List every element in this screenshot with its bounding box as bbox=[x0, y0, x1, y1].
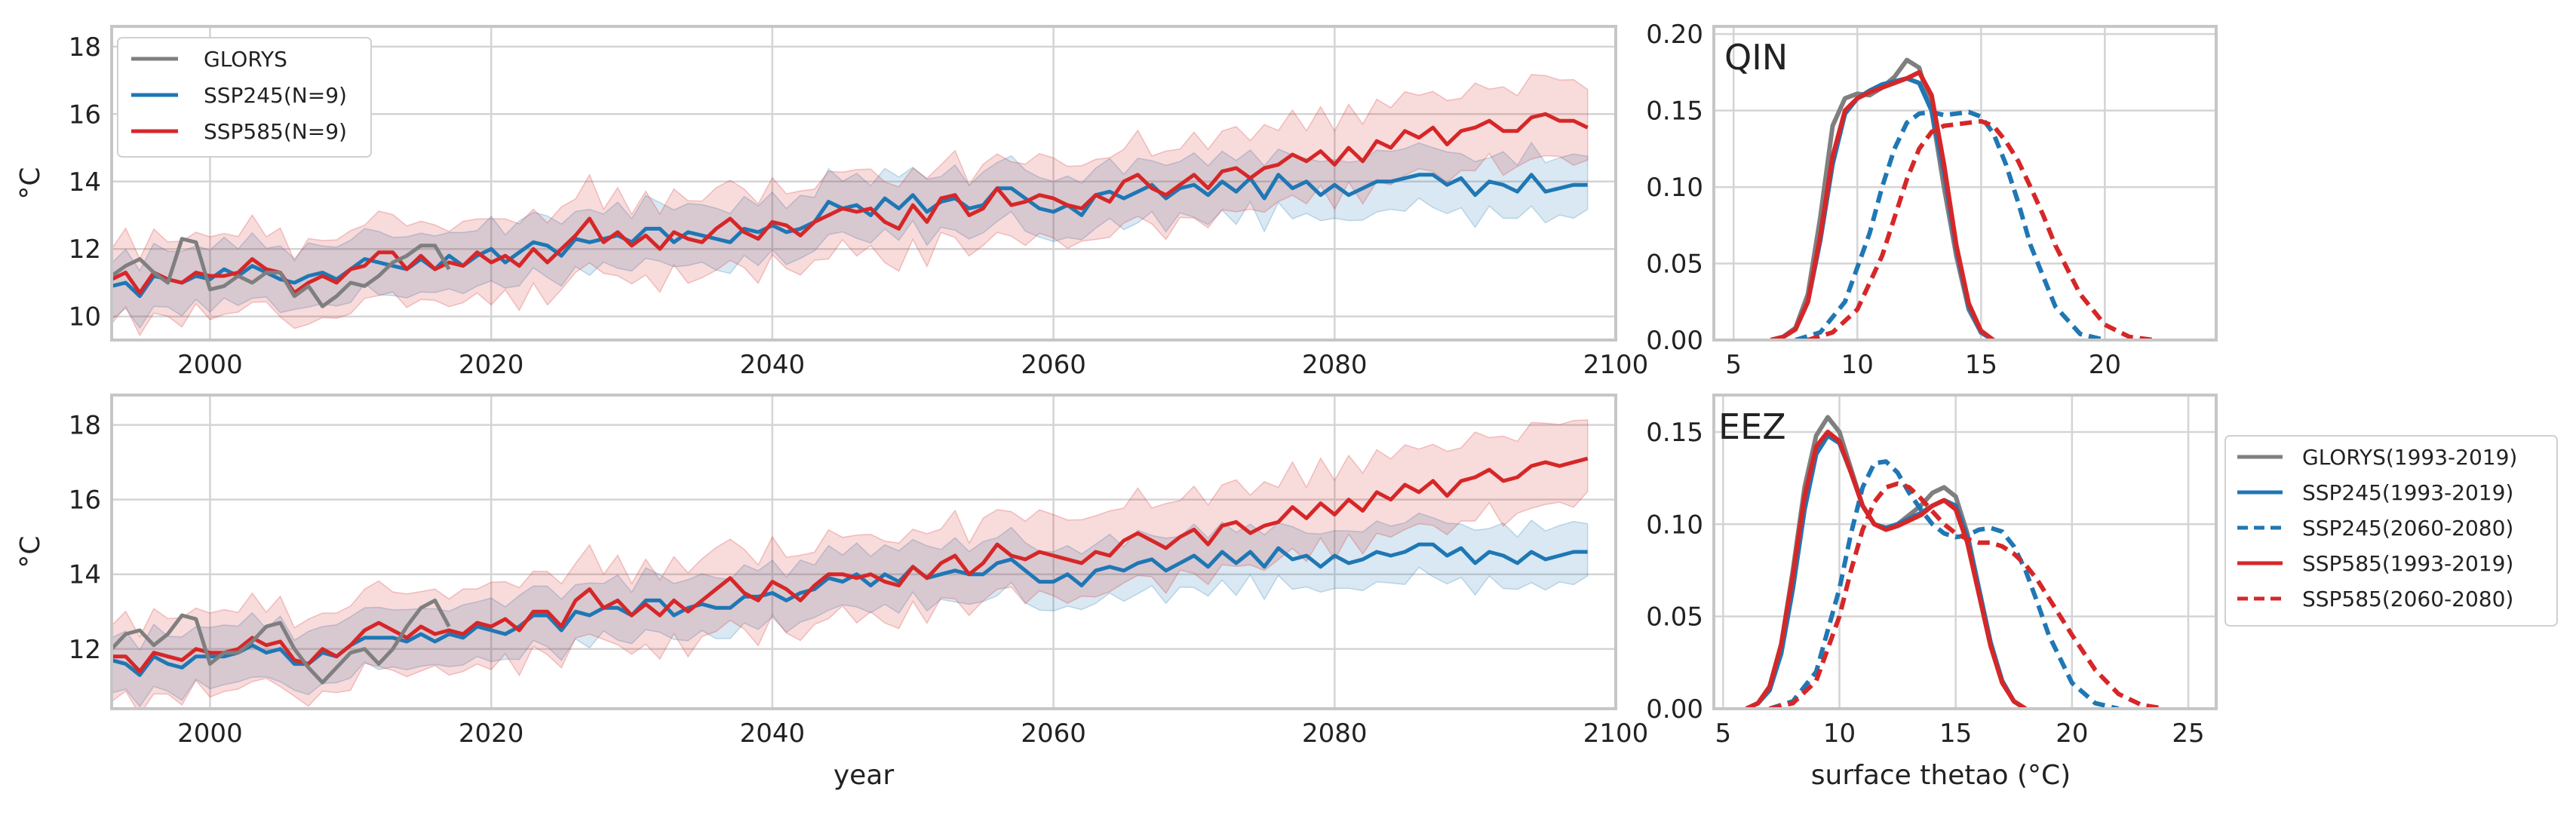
ssp585-series-line bbox=[112, 456, 1589, 673]
legend-entry-ssp585-hist: SSP585(1993-2019) bbox=[2302, 551, 2513, 576]
ssp245-series-line bbox=[112, 173, 1588, 299]
legend-entry-ssp245-hist: SSP245(1993-2019) bbox=[2302, 480, 2513, 505]
time-series-bottom-panel: 2000 2020 2040 2060 2080 2100 12 14 16 18 °C year bbox=[15, 394, 1649, 791]
x-tick-label: 10 bbox=[1823, 718, 1856, 749]
x-tick-label: 2000 bbox=[177, 350, 243, 380]
time-series-top-panel: 2000 2020 2040 2060 2080 2100 10 12 14 16 18 °C GL… bbox=[15, 25, 1649, 380]
x-tick-label: 2020 bbox=[459, 350, 524, 380]
y-tick-label: 14 bbox=[69, 560, 101, 590]
ssp245-spread-band bbox=[112, 512, 1589, 708]
x-tick-label: 15 bbox=[1939, 718, 1972, 749]
y-tick-label: 0.10 bbox=[1646, 173, 1703, 203]
y-axis-label: °C bbox=[15, 167, 46, 199]
y-tick-label: 14 bbox=[69, 167, 101, 198]
legend-right: GLORYS(1993-2019) SSP245(1993-2019) SSP2… bbox=[2224, 435, 2558, 627]
x-tick-label: 5 bbox=[1715, 718, 1732, 749]
legend-entry-ssp585-future: SSP585(2060-2080) bbox=[2302, 587, 2513, 611]
y-axis-label: °C bbox=[15, 535, 46, 568]
density-curve bbox=[1795, 109, 2106, 340]
y-tick-label: 0.00 bbox=[1646, 326, 1703, 356]
x-tick-label: 10 bbox=[1841, 350, 1874, 380]
x-axis-label: year bbox=[834, 760, 895, 791]
y-tick-label: 0.05 bbox=[1646, 602, 1703, 633]
density-curve bbox=[1770, 69, 1995, 340]
panel-title-eez: EEZ bbox=[1718, 406, 1786, 447]
x-tick-label: 2080 bbox=[1302, 350, 1368, 380]
x-axis-label: surface thetao (°C) bbox=[1811, 760, 2071, 791]
x-tick-label: 2100 bbox=[1583, 350, 1649, 380]
x-tick-label: 2100 bbox=[1583, 718, 1649, 749]
x-tick-label: 2040 bbox=[740, 718, 806, 749]
x-tick-label: 2060 bbox=[1021, 350, 1086, 380]
legend-entry-glorys: GLORYS bbox=[204, 47, 287, 72]
y-tick-label: 0.15 bbox=[1646, 418, 1703, 448]
ssp585-series-line bbox=[112, 112, 1589, 295]
y-tick-label: 18 bbox=[69, 411, 101, 441]
plot-frame bbox=[110, 25, 1617, 342]
plot-frame bbox=[1712, 25, 2218, 342]
density-curve bbox=[1807, 118, 2155, 340]
x-tick-label: 2080 bbox=[1302, 718, 1368, 749]
y-tick-label: 0.05 bbox=[1646, 250, 1703, 280]
x-tick-label: 25 bbox=[2172, 718, 2204, 749]
y-tick-label: 12 bbox=[69, 234, 101, 265]
plot-frame bbox=[110, 394, 1617, 710]
x-tick-label: 2040 bbox=[740, 350, 806, 380]
legend-entry-ssp245: SSP245(N=9) bbox=[204, 83, 347, 108]
density-curve bbox=[1769, 459, 2120, 709]
y-tick-label: 0.20 bbox=[1646, 20, 1703, 50]
x-tick-label: 2060 bbox=[1021, 718, 1086, 749]
density-curve bbox=[1769, 481, 2166, 709]
eez-density-panel: 5 10 15 20 25 0.00 0.05 0.10 0.15 EEZ surface th… bbox=[1646, 394, 2558, 791]
x-tick-label: 20 bbox=[2056, 718, 2088, 749]
legend-entry-ssp245-future: SSP245(2060-2080) bbox=[2302, 516, 2513, 541]
y-tick-label: 18 bbox=[69, 32, 101, 63]
x-tick-label: 15 bbox=[1965, 350, 1997, 380]
y-tick-label: 12 bbox=[69, 635, 101, 665]
y-tick-label: 10 bbox=[69, 302, 101, 332]
y-tick-label: 0.00 bbox=[1646, 694, 1703, 725]
x-tick-label: 2020 bbox=[459, 718, 524, 749]
x-tick-label: 5 bbox=[1725, 350, 1742, 380]
x-tick-label: 20 bbox=[2089, 350, 2121, 380]
plot-frame bbox=[1712, 394, 2218, 710]
y-tick-label: 0.15 bbox=[1646, 97, 1703, 127]
glorys-series-line bbox=[112, 598, 451, 685]
legend-entry-glorys: GLORYS(1993-2019) bbox=[2302, 445, 2517, 470]
ssp585-spread-band bbox=[112, 419, 1589, 709]
legend-entry-ssp585: SSP585(N=9) bbox=[204, 119, 347, 144]
panel-title-qin: QIN bbox=[1724, 37, 1788, 78]
density-curve bbox=[1745, 429, 2027, 709]
glorys-series-line bbox=[112, 237, 451, 308]
y-tick-label: 16 bbox=[69, 486, 101, 516]
y-tick-label: 16 bbox=[69, 100, 101, 130]
ssp245-spread-band bbox=[112, 141, 1589, 329]
y-tick-label: 0.10 bbox=[1646, 510, 1703, 540]
qin-density-panel: 5 10 15 20 0.00 0.05 0.10 0.15 0.20 QIN bbox=[1646, 20, 2218, 380]
legend-top: GLORYS SSP245(N=9) SSP585(N=9) bbox=[117, 37, 372, 158]
x-tick-label: 2000 bbox=[177, 718, 243, 749]
